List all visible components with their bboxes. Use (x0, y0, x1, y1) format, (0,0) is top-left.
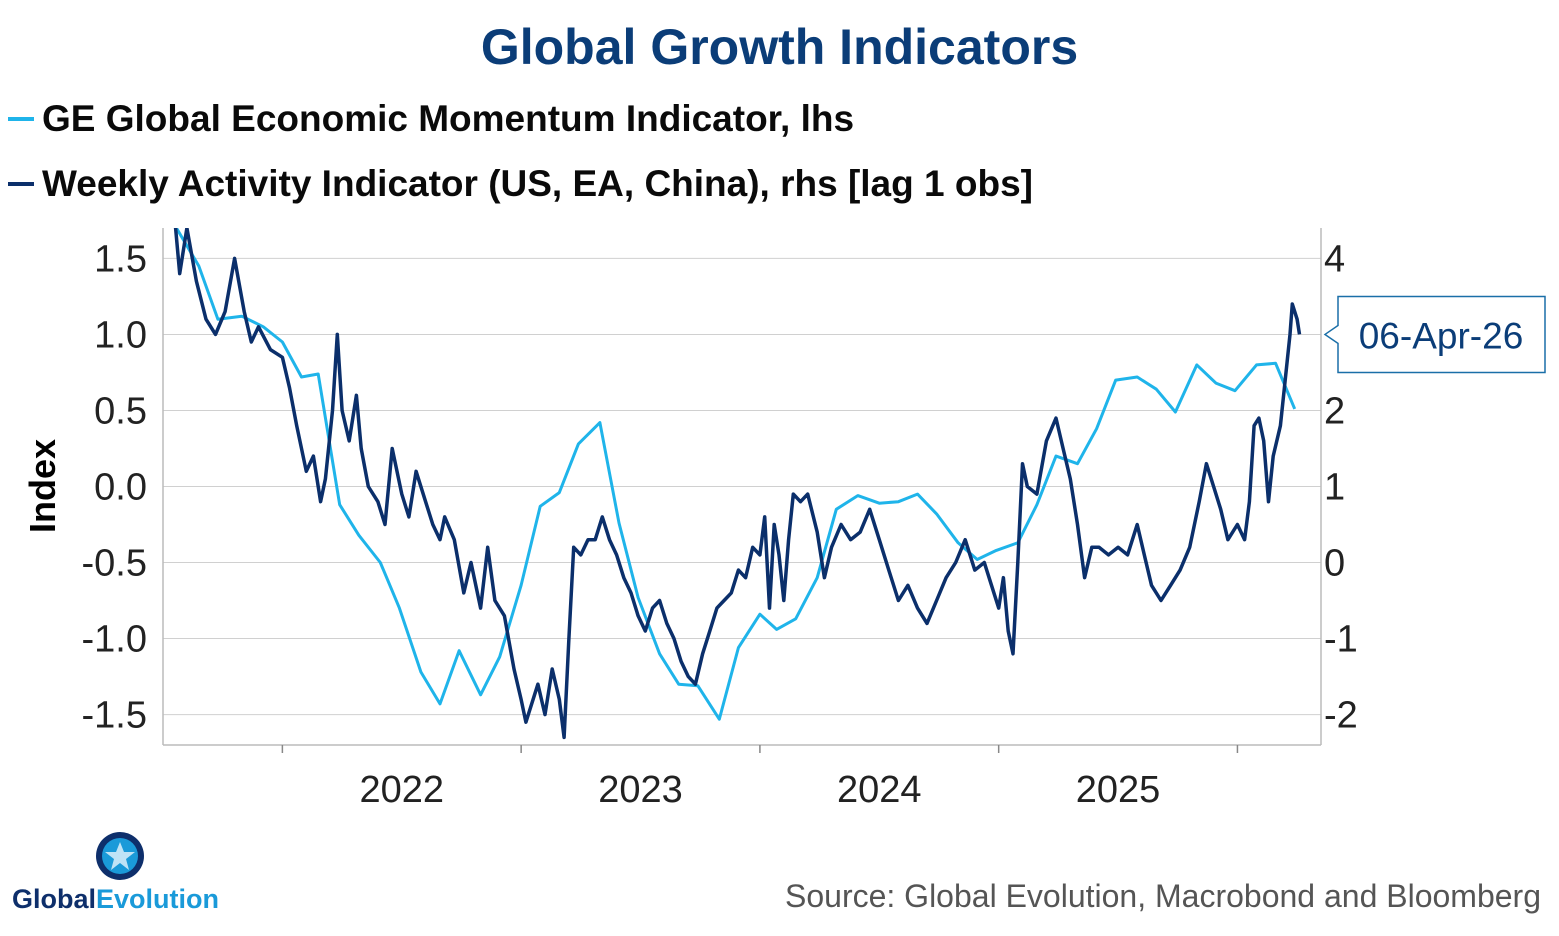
y-right-tick-label: 4 (1324, 238, 1345, 280)
y-left-tick-label: -0.5 (82, 543, 147, 585)
chart-title: Global Growth Indicators (480, 19, 1079, 75)
y-left-tick-label: 1.0 (94, 314, 147, 356)
y-left-tick-label: 1.5 (94, 238, 147, 280)
logo-wordmark: GlobalEvolution (12, 884, 219, 915)
y-left-tick-label: -1.0 (82, 619, 147, 661)
legend-item-weekly: Weekly Activity Indicator (US, EA, China… (8, 163, 1033, 205)
y-left-tick-label: 0.5 (94, 390, 147, 432)
x-tick-label: 2025 (1076, 769, 1161, 811)
legend-item-momentum: GE Global Economic Momentum Indicator, l… (8, 98, 854, 140)
logo-text-b: Evolution (96, 884, 220, 914)
legend-swatch-light (8, 117, 34, 121)
y-right-tick-label: -2 (1324, 695, 1358, 737)
legend-label-weekly: Weekly Activity Indicator (US, EA, China… (42, 163, 1033, 204)
series-line-weekly (173, 228, 1302, 740)
y-right-tick-label: 0 (1324, 543, 1345, 585)
y-right-tick-label: -1 (1324, 619, 1358, 661)
source-note: Source: Global Evolution, Macrobond and … (785, 878, 1541, 914)
x-tick-label: 2024 (837, 769, 922, 811)
y-right-tick-label: 2 (1324, 390, 1345, 432)
logo-star-icon (105, 842, 135, 870)
x-tick-label: 2023 (598, 769, 683, 811)
logo-text-a: Global (12, 884, 97, 914)
last-value-label: 06-Apr-26 (1359, 315, 1524, 356)
y-right-tick-label: 1 (1324, 467, 1345, 509)
last-value-callout (1323, 295, 1546, 374)
y-left-tick-label: -1.5 (82, 695, 147, 737)
legend-swatch-dark (8, 182, 34, 186)
y-left-tick-label: 0.0 (94, 467, 147, 509)
y-axis-title: Index (22, 439, 63, 533)
logo (96, 832, 144, 880)
x-tick-label: 2022 (359, 769, 444, 811)
series-line-momentum (174, 228, 1297, 721)
legend-label-momentum: GE Global Economic Momentum Indicator, l… (42, 98, 855, 139)
